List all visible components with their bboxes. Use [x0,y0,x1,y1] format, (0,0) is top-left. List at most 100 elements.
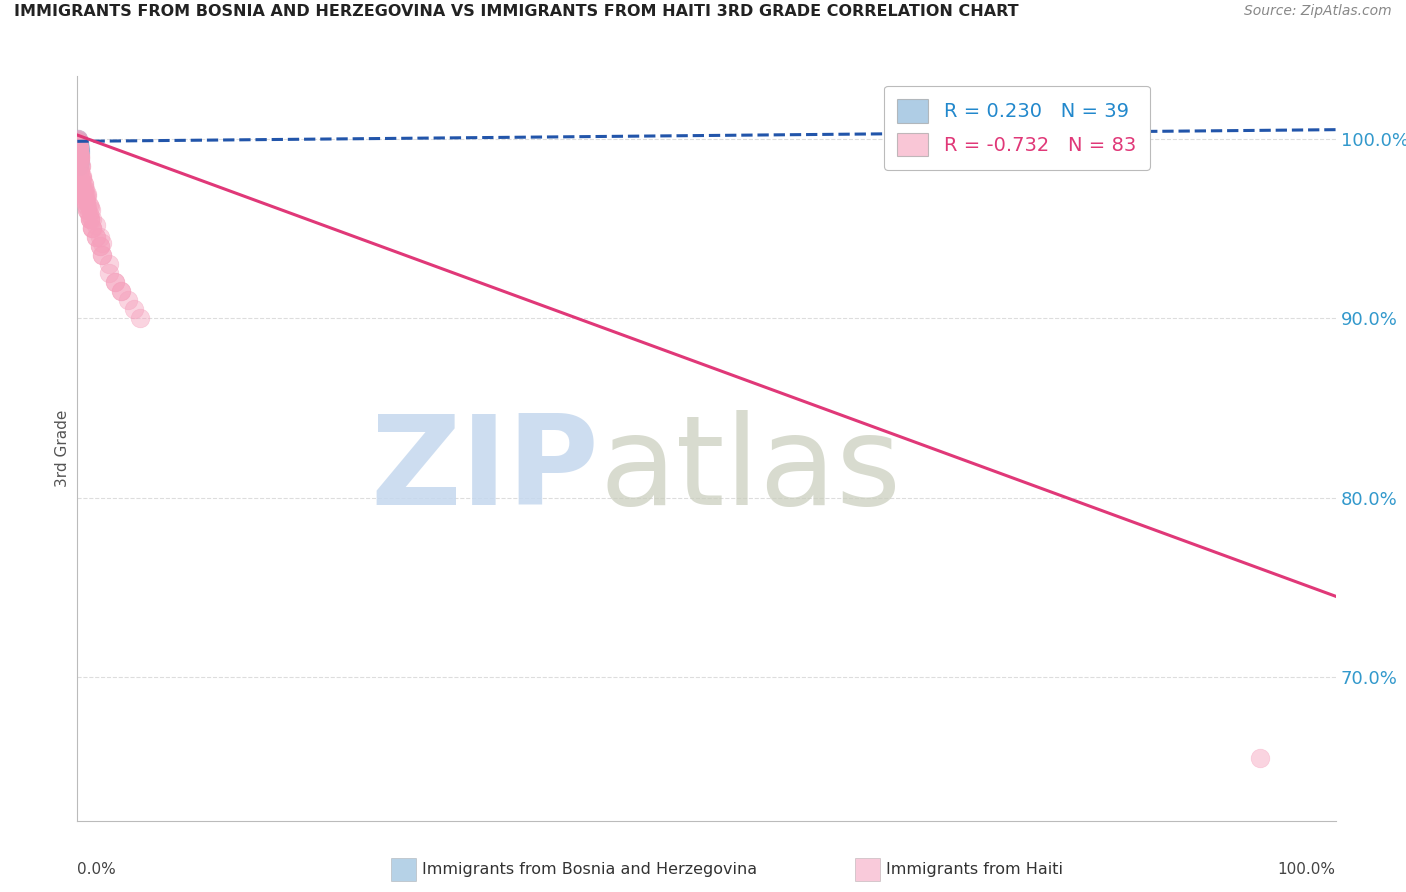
Point [110,284,132,298]
Point [69,146,91,161]
Point [129,311,152,326]
Point [67,136,90,151]
Point [67,146,90,161]
Point [91,248,114,262]
Point [67,135,90,149]
Point [82,212,104,227]
Point [67,135,90,149]
Point [80,203,103,218]
Point [72,180,94,194]
Point [73,191,96,205]
Point [67,138,90,153]
Point [67,153,90,168]
Point [67,159,90,173]
Point [104,275,127,289]
Text: Immigrants from Haiti: Immigrants from Haiti [886,863,1063,877]
Point [67,150,90,164]
Point [67,142,90,156]
Point [67,140,90,154]
Point [97,266,120,280]
Point [67,153,90,168]
Point [67,140,90,154]
Point [82,221,104,235]
Point [69,152,91,166]
Point [72,171,94,186]
Point [67,146,90,161]
Point [97,257,120,271]
Point [67,140,90,154]
Point [89,239,111,253]
Point [67,138,90,153]
Point [67,136,90,151]
Point [67,133,90,147]
Text: 0.0%: 0.0% [77,863,117,877]
Point [75,189,97,203]
Point [117,293,139,308]
Point [72,177,94,191]
Point [72,182,94,196]
Point [84,218,107,232]
Point [67,135,90,149]
Text: IMMIGRANTS FROM BOSNIA AND HERZEGOVINA VS IMMIGRANTS FROM HAITI 3RD GRADE CORREL: IMMIGRANTS FROM BOSNIA AND HERZEGOVINA V… [14,4,1019,20]
Point [70,159,93,173]
Point [72,171,94,186]
Point [76,187,98,202]
Point [122,302,145,317]
Point [67,135,90,149]
Point [67,152,90,166]
Text: ZIP: ZIP [371,410,599,531]
Point [67,138,90,153]
Point [67,136,90,151]
Point [67,136,90,151]
Point [67,145,90,159]
Point [67,142,90,156]
Point [67,138,90,153]
Point [67,146,90,161]
Point [89,230,111,244]
Point [67,145,90,159]
Point [104,275,127,289]
Point [76,200,98,214]
Text: Immigrants from Bosnia and Herzegovina: Immigrants from Bosnia and Herzegovina [422,863,756,877]
Point [79,200,101,214]
Point [110,284,132,298]
Point [76,203,98,218]
Point [67,140,90,154]
Point [70,169,93,184]
Point [84,230,107,244]
Point [69,162,91,177]
Point [73,182,96,196]
Point [66,145,89,159]
Point [76,203,98,218]
Point [70,177,93,191]
Point [67,145,90,159]
Point [67,140,90,154]
Point [67,135,90,149]
Point [67,145,90,159]
Point [67,135,90,149]
Point [67,140,90,154]
Point [69,153,91,168]
Point [67,155,90,169]
Point [67,136,90,151]
Point [76,189,98,203]
Point [79,212,101,227]
Point [70,159,93,173]
Text: 100.0%: 100.0% [1278,863,1336,877]
Point [75,198,97,212]
Point [69,140,91,154]
Point [82,221,104,235]
Point [84,230,107,244]
Point [77,207,100,221]
Point [67,145,90,159]
Point [72,182,94,196]
Point [79,212,101,227]
Point [91,235,114,250]
Point [69,155,91,169]
Legend: R = 0.230   N = 39, R = -0.732   N = 83: R = 0.230 N = 39, R = -0.732 N = 83 [883,86,1150,170]
Point [67,142,90,156]
Point [67,159,90,173]
Point [67,142,90,156]
Point [69,171,91,186]
Point [72,186,94,200]
